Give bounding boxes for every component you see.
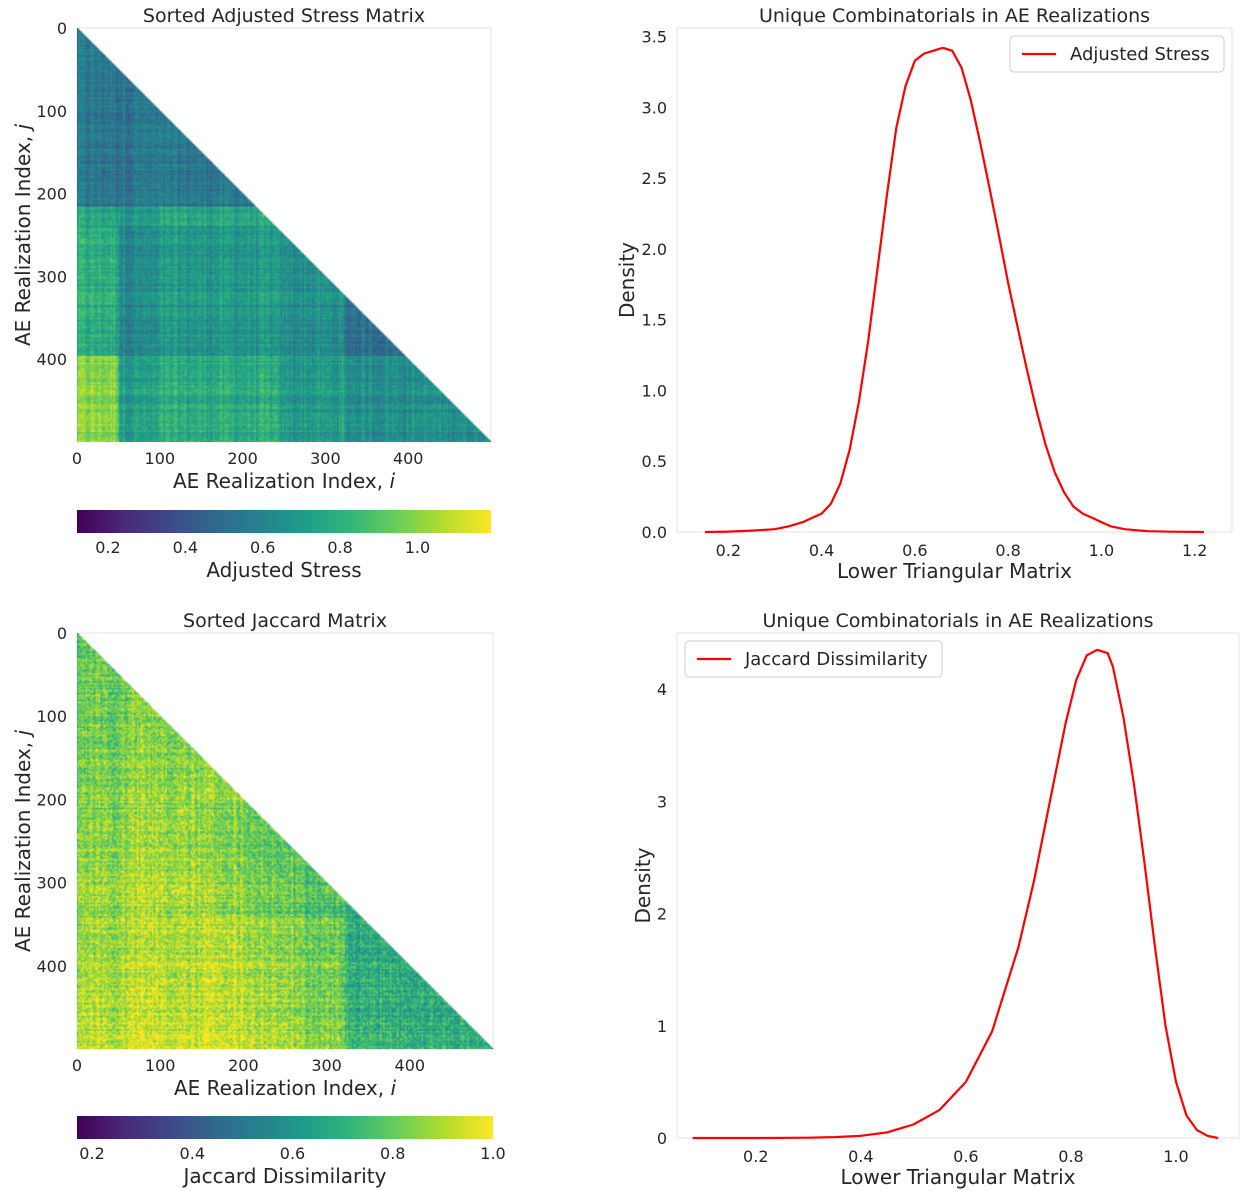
y-tick-label: 100	[36, 707, 67, 726]
y-tick-label: 400	[36, 350, 67, 369]
colorbar-tick-label: 0.2	[95, 538, 120, 557]
x-axis-label: AE Realization Index, i	[174, 1076, 397, 1100]
y-tick-label: 400	[36, 957, 67, 976]
x-tick-label: 1.0	[1089, 541, 1114, 560]
heatmap-title: Sorted Jaccard Matrix	[183, 610, 387, 632]
y-axis-label: AE Realization Index, j	[11, 124, 35, 347]
x-axis-label-var: i	[390, 1076, 396, 1100]
y-tick-label: 3.5	[642, 27, 667, 46]
y-axis-label-text: AE Realization Index,	[11, 130, 35, 347]
colorbar-tick-label: 0.8	[380, 1144, 405, 1163]
x-tick-label: 0.2	[743, 1147, 768, 1166]
x-tick-label: 400	[393, 449, 424, 468]
y-tick-label: 2	[657, 905, 667, 924]
x-tick-label: 0.4	[809, 541, 834, 560]
y-tick-label: 0.0	[642, 523, 667, 542]
x-tick-label: 1.2	[1182, 541, 1207, 560]
y-axis-label: AE Realization Index, j	[11, 730, 35, 953]
x-tick-label: 0.8	[995, 541, 1020, 560]
heatmap-image	[77, 633, 493, 1049]
colorbar-label: Jaccard Dissimilarity	[182, 1164, 387, 1188]
x-tick-label: 0.8	[1058, 1147, 1083, 1166]
x-tick-label: 0.4	[848, 1147, 873, 1166]
x-tick-label: 300	[311, 1056, 342, 1075]
y-axis-label: Density	[615, 242, 639, 318]
x-tick-label: 0.2	[716, 541, 741, 560]
colorbar-tick-label: 0.4	[173, 538, 198, 557]
y-axis-label: Density	[631, 847, 655, 923]
plot-frame	[676, 27, 1233, 533]
y-tick-label: 1.0	[642, 381, 667, 400]
series-line	[704, 46, 1205, 534]
series-line	[692, 648, 1219, 1140]
legend-label: Jaccard Dissimilarity	[744, 649, 928, 670]
x-tick-label: 0	[72, 449, 82, 468]
x-tick-label: 1.0	[1163, 1147, 1188, 1166]
x-tick-label: 300	[310, 449, 341, 468]
y-tick-label: 200	[36, 790, 67, 809]
y-tick-label: 3	[657, 792, 667, 811]
colorbar-tick-label: 1.0	[480, 1144, 505, 1163]
colorbar-tick-label: 0.4	[180, 1144, 205, 1163]
x-tick-label: 100	[145, 1056, 176, 1075]
y-tick-label: 0	[657, 1129, 667, 1148]
y-tick-label: 2.0	[642, 240, 667, 259]
y-axis-label-text: AE Realization Index,	[11, 736, 35, 953]
x-axis-label: Lower Triangular Matrix	[841, 1165, 1076, 1189]
y-tick-label: 2.5	[642, 169, 667, 188]
heatmap-image	[77, 28, 491, 442]
legend-box	[1009, 35, 1225, 73]
colorbar-tick-label: 0.6	[280, 1144, 305, 1163]
legend-box	[684, 640, 943, 678]
x-axis-label-text: AE Realization Index,	[174, 1076, 391, 1100]
x-tick-label: 200	[227, 449, 258, 468]
y-tick-label: 200	[36, 185, 67, 204]
colorbar-tick-label: 1.0	[405, 538, 430, 557]
x-tick-label: 400	[395, 1056, 426, 1075]
colorbar-label: Adjusted Stress	[206, 558, 361, 582]
y-tick-label: 0	[57, 624, 67, 643]
plot-title: Unique Combinatorials in AE Realizations	[762, 610, 1153, 632]
y-tick-label: 100	[36, 102, 67, 121]
x-tick-label: 200	[228, 1056, 259, 1075]
colorbar-tick-label: 0.8	[327, 538, 352, 557]
colorbar	[77, 510, 491, 533]
heatmap-title: Sorted Adjusted Stress Matrix	[143, 5, 425, 27]
y-tick-label: 0	[57, 19, 67, 38]
y-tick-label: 300	[36, 874, 67, 893]
y-tick-label: 4	[657, 680, 667, 699]
x-axis-label-var: i	[389, 469, 395, 493]
colorbar-tick-label: 0.2	[79, 1144, 104, 1163]
y-axis-label-var: j	[11, 124, 35, 133]
y-tick-label: 300	[36, 267, 67, 286]
x-tick-label: 0.6	[902, 541, 927, 560]
x-tick-label: 0	[72, 1056, 82, 1075]
x-tick-label: 0.6	[953, 1147, 978, 1166]
y-tick-label: 0.5	[642, 452, 667, 471]
x-tick-label: 100	[145, 449, 176, 468]
y-tick-label: 1	[657, 1017, 667, 1036]
y-axis-label-var: j	[11, 730, 35, 739]
colorbar	[77, 1116, 493, 1139]
x-axis-label: Lower Triangular Matrix	[837, 559, 1072, 583]
legend-label: Adjusted Stress	[1070, 44, 1210, 65]
plot-title: Unique Combinatorials in AE Realizations	[759, 5, 1150, 27]
plot-frame	[676, 632, 1240, 1139]
x-axis-label-text: AE Realization Index,	[173, 469, 390, 493]
y-tick-label: 3.0	[642, 98, 667, 117]
colorbar-tick-label: 0.6	[250, 538, 275, 557]
y-tick-label: 1.5	[642, 311, 667, 330]
x-axis-label: AE Realization Index, i	[173, 469, 396, 493]
